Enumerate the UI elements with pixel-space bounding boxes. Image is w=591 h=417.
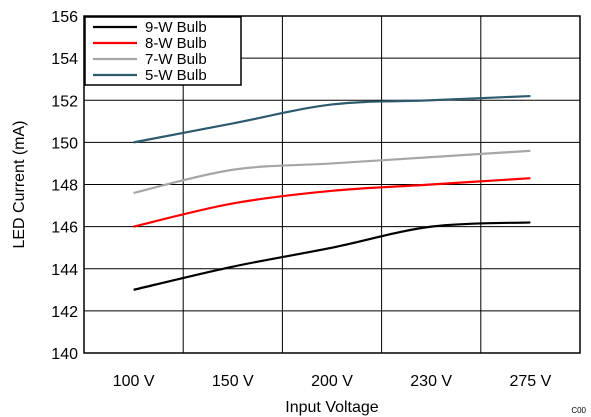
x-tick-label: 100 V xyxy=(113,373,155,390)
plot-border xyxy=(83,15,581,354)
y-tick-label: 140 xyxy=(51,346,78,363)
y-tick-labels: 140 142 144 146 148 150 152 154 156 xyxy=(51,9,78,363)
y-tick-label: 146 xyxy=(51,220,78,237)
legend-label: 7-W Bulb xyxy=(145,51,207,68)
series-line-2 xyxy=(133,177,531,228)
legend-label: 9-W Bulb xyxy=(145,19,207,36)
series-line-1 xyxy=(133,221,531,291)
x-tick-label: 200 V xyxy=(311,373,353,390)
x-tick-label: 150 V xyxy=(212,373,254,390)
y-tick-label: 148 xyxy=(51,178,78,195)
y-tick-label: 152 xyxy=(51,93,78,110)
y-tick-label: 154 xyxy=(51,51,78,68)
series-line-3 xyxy=(133,149,531,194)
y-tick-label: 150 xyxy=(51,135,78,152)
y-axis-title: LED Current (mA) xyxy=(11,120,28,248)
x-tick-label: 230 V xyxy=(410,373,452,390)
legend-label: 5-W Bulb xyxy=(145,67,207,84)
y-tick-label: 144 xyxy=(51,262,78,279)
series-line-4 xyxy=(133,94,531,144)
x-axis-title: Input Voltage xyxy=(285,399,379,416)
legend-label: 8-W Bulb xyxy=(145,35,207,52)
figure-code-label: C00 xyxy=(571,406,586,415)
x-tick-label: 275 V xyxy=(509,373,551,390)
y-tick-label: 142 xyxy=(51,304,78,321)
series-lines xyxy=(133,94,531,291)
x-tick-labels: 100 V 150 V 200 V 230 V 275 V xyxy=(113,373,552,390)
legend-box xyxy=(84,16,242,86)
y-tick-label: 156 xyxy=(51,9,78,26)
